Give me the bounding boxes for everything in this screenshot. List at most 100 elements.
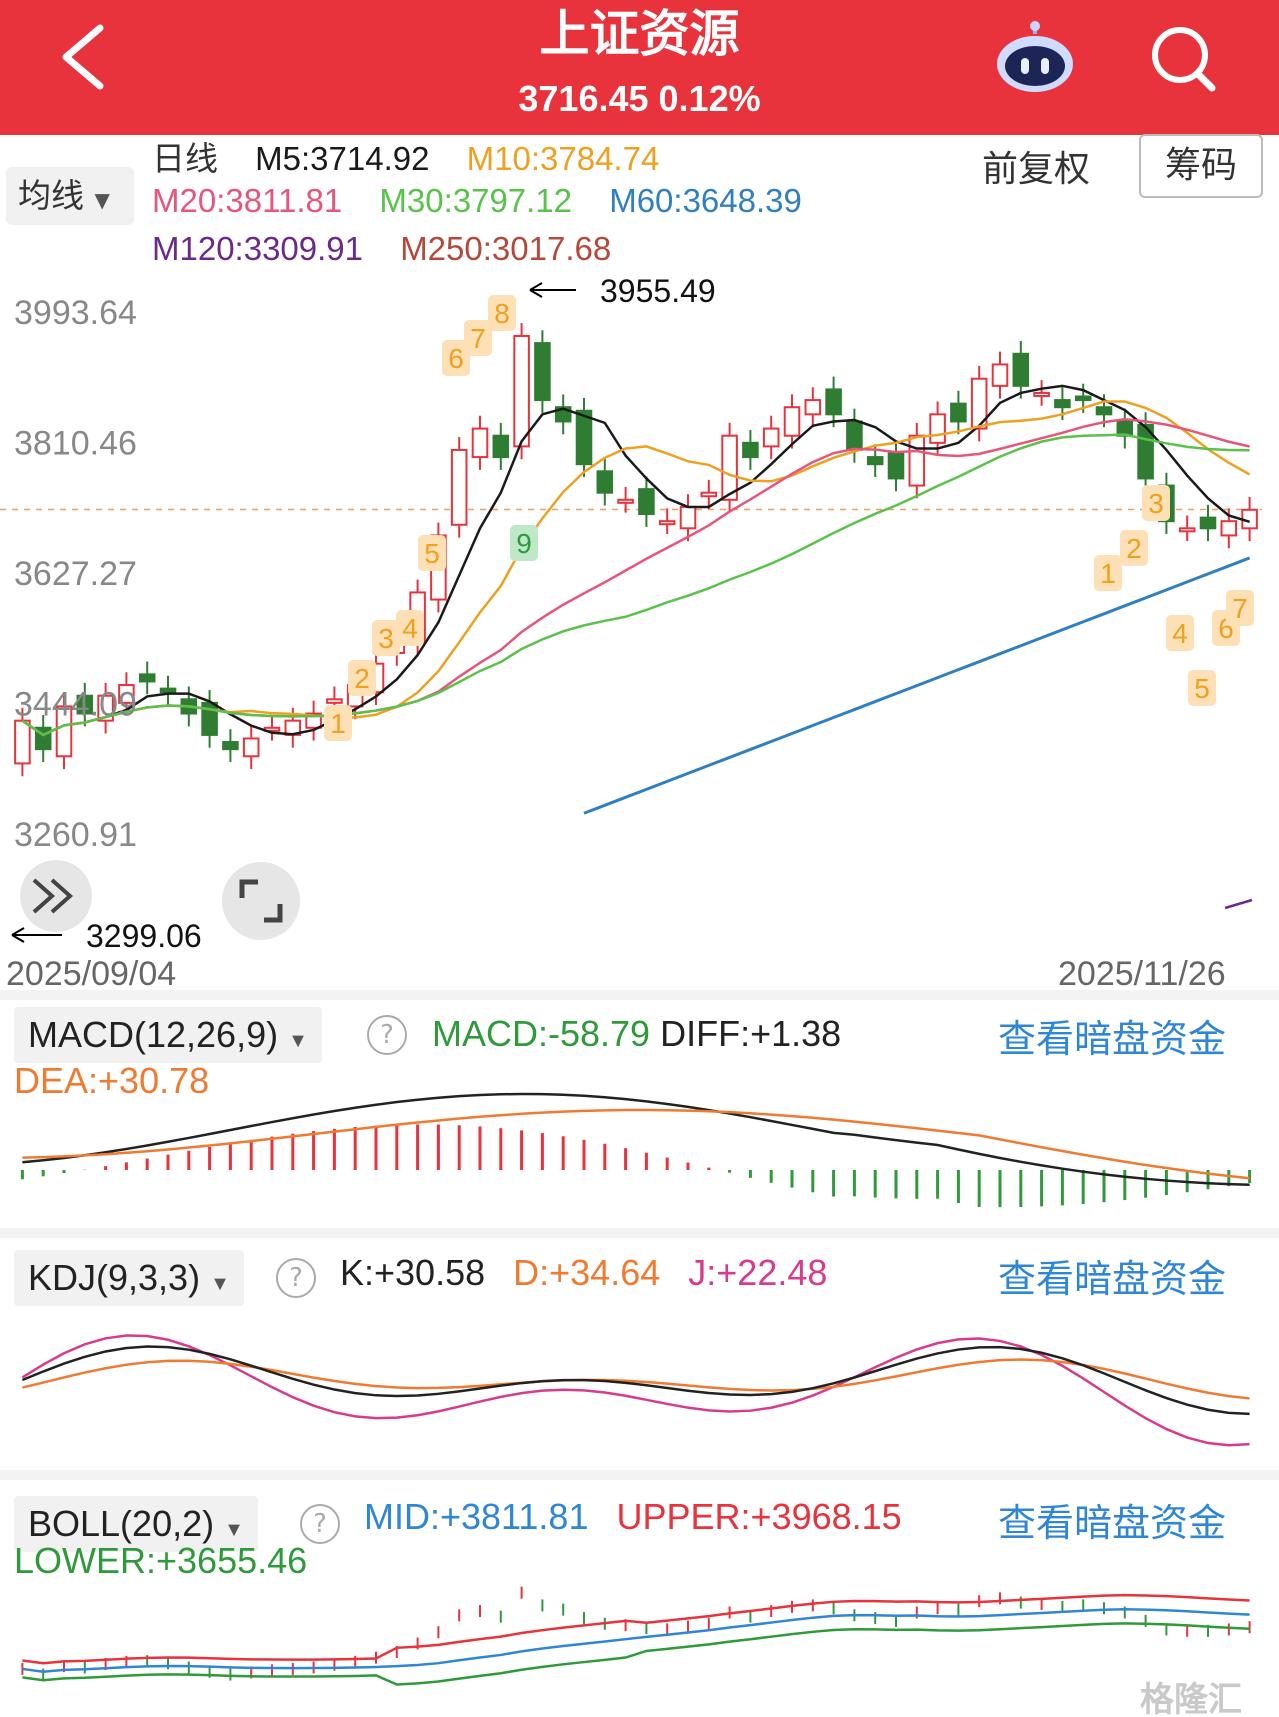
robot-assistant-button[interactable] [995, 20, 1075, 95]
candle-body [950, 402, 967, 423]
d-line [22, 1358, 1250, 1400]
boll-title: BOLL(20,2) [28, 1503, 215, 1544]
seq-badge [324, 705, 352, 741]
seq-label: 6 [448, 343, 464, 374]
candle-body [76, 694, 94, 715]
candle-body [908, 434, 926, 487]
ma20-value: M20:3811.81 [152, 182, 343, 219]
app-header: 上证资源 3716.45 0.12% [0, 0, 1279, 135]
help-icon[interactable]: ? [300, 1504, 340, 1544]
help-icon[interactable]: ? [367, 1015, 407, 1055]
seq-label: 5 [1194, 673, 1210, 704]
fullscreen-icon [239, 879, 283, 923]
candle-body [596, 470, 614, 494]
candle-body [991, 363, 1009, 387]
seq-label: 1 [330, 708, 346, 739]
watermark: 格隆汇 [1140, 1680, 1242, 1717]
kdj-selector[interactable]: KDJ(9,3,3) ▼ [14, 1250, 244, 1306]
candle-body [1012, 352, 1030, 387]
y-tick-label: 3810.46 [14, 424, 137, 462]
candle-body [14, 719, 31, 765]
y-tick-label: 3260.91 [14, 816, 137, 854]
dark-money-link[interactable]: 查看暗盘资金 [998, 1257, 1227, 1301]
high-value-label: 3955.49 [600, 273, 716, 309]
ma30-line [21, 433, 1250, 737]
seq-badge [1226, 590, 1254, 626]
seq-label: 2 [354, 663, 370, 694]
ma60-value: M60:3648.39 [609, 182, 802, 219]
seq-badge [1142, 485, 1170, 521]
kdj-chart [21, 1334, 1250, 1447]
ma60-line [583, 556, 1251, 815]
candle-body [825, 388, 842, 416]
mid-value: MID:+3811.81 [364, 1496, 589, 1537]
macd-value: MACD:-58.79 [432, 1013, 651, 1054]
candle-body [1074, 395, 1092, 402]
help-icon[interactable]: ? [276, 1258, 316, 1298]
ma10-value: M10:3784.74 [466, 140, 660, 177]
seq-label: 7 [470, 323, 486, 354]
macd-selector[interactable]: MACD(12,26,9) ▼ [14, 1007, 322, 1063]
current-price: 3716.45 [518, 78, 649, 119]
expand-button[interactable] [20, 860, 92, 932]
boll-selector[interactable]: BOLL(20,2) ▼ [14, 1496, 258, 1552]
upper-value: UPPER:+3968.15 [616, 1496, 902, 1537]
robot-icon [997, 21, 1073, 92]
fullscreen-button[interactable] [222, 862, 300, 940]
page-title: 上证资源 [539, 5, 740, 63]
chevron-down-icon: ▼ [224, 1519, 244, 1541]
macd-title: MACD(12,26,9) [28, 1014, 279, 1055]
candle-body [222, 741, 239, 751]
ma-selector[interactable]: 均线 ▼ [6, 167, 134, 225]
divider [0, 1228, 1279, 1238]
search-button[interactable] [1148, 22, 1218, 97]
change-percent: 0.12% [658, 78, 761, 119]
seq-badge [1120, 530, 1148, 566]
adjust-mode-button[interactable]: 前复权 [982, 149, 1091, 190]
ma120-value: M120:3309.91 [152, 230, 364, 267]
seq-label: 5 [424, 538, 440, 569]
candle-body [887, 452, 905, 480]
chips-button[interactable]: 筹码 [1139, 134, 1263, 198]
boll-upper-line [22, 1593, 1250, 1665]
chevron-down-icon: ▼ [288, 1030, 308, 1052]
candle-body [159, 687, 177, 694]
candle-body [970, 377, 988, 430]
low-value-label: 3299.06 [86, 918, 202, 954]
candle-body [450, 448, 468, 526]
ma250-value: M250:3017.68 [400, 230, 612, 267]
seq-badge [510, 525, 538, 561]
candle-body [1095, 406, 1113, 416]
boll-values: MID:+3811.81 UPPER:+3968.15 [364, 1496, 902, 1538]
seq-label: 9 [516, 528, 532, 559]
boll-chart [21, 1586, 1251, 1686]
seq-badge [488, 295, 516, 331]
candle-body [742, 441, 759, 459]
y-tick-label: 3993.64 [14, 294, 137, 332]
dea-value: DEA:+30.78 [14, 1060, 210, 1101]
candle-body [55, 705, 73, 758]
start-date: 2025/09/04 [6, 955, 177, 993]
candle-body [638, 488, 655, 516]
candle-body [513, 334, 530, 448]
price-line: 3716.45 0.12% [0, 78, 1279, 120]
seq-label: 3 [378, 623, 394, 654]
divider [0, 990, 1279, 1000]
candle-body [804, 399, 822, 416]
dark-money-link[interactable]: 查看暗盘资金 [998, 1501, 1227, 1545]
end-date: 2025/11/26 [1058, 955, 1226, 993]
ma-row-3: M120:3309.91 M250:3017.68 [152, 230, 639, 268]
search-icon [1152, 27, 1216, 92]
back-button[interactable] [58, 22, 118, 92]
double-chevron-icon [32, 878, 74, 914]
candle-body [617, 498, 634, 504]
macd-chart [20, 1092, 1252, 1208]
candle-body [1199, 516, 1217, 530]
seq-label: 7 [1232, 593, 1248, 624]
seq-badge [372, 620, 400, 656]
dark-money-link[interactable]: 查看暗盘资金 [998, 1017, 1227, 1061]
candle-body [658, 520, 676, 526]
seq-badge [348, 660, 376, 696]
candle-body [118, 684, 135, 704]
